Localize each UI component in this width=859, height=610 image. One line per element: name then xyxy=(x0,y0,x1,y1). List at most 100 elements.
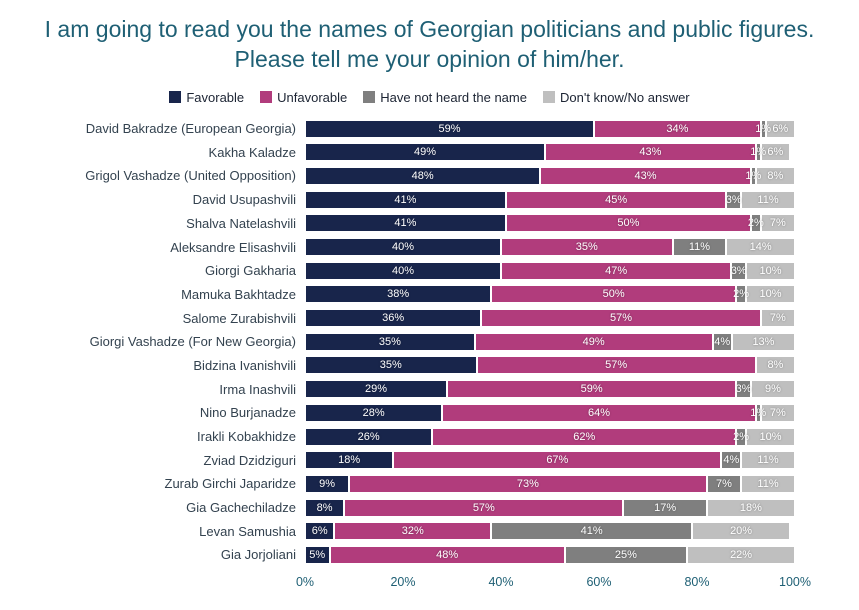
category-label: Zviad Dzidziguri xyxy=(203,452,296,468)
bar-segment-have-not-heard: 4% xyxy=(721,451,742,470)
bar-segment-dont-know: 7% xyxy=(760,403,795,422)
legend-label-favorable: Favorable xyxy=(186,89,245,105)
bar-area: 18% 67% 4% 11% xyxy=(305,451,795,470)
bar-value-label: 8% xyxy=(767,359,784,372)
bar-segment-unfavorable: 35% xyxy=(501,238,673,256)
bar-area: 48% 43% 1% 8% xyxy=(305,166,795,185)
bar-value-label: 40% xyxy=(391,241,415,253)
chart-row: Aleksandre Elisashvili 40% 35% 11% 14% xyxy=(8,235,795,259)
bar-segment-dont-know: 7% xyxy=(760,309,795,328)
bar-value-label: 41% xyxy=(580,525,603,538)
bar-segment-have-not-heard: 4% xyxy=(712,332,732,351)
legend-item-have-not-heard: Have not heard the name xyxy=(363,90,527,105)
bar-value-label: 4% xyxy=(714,335,731,348)
bar-segment-have-not-heard: 1% xyxy=(745,166,761,185)
bar-segment-dont-know: 22% xyxy=(687,545,795,564)
bar-value-label: 36% xyxy=(382,312,405,325)
bar-value-label: 25% xyxy=(614,548,637,561)
bar-segment-dont-know: 14% xyxy=(726,238,795,256)
bar-segment-unfavorable: 67% xyxy=(393,451,722,470)
bar-segment-favorable: 41% xyxy=(305,190,506,209)
bar-segment-have-not-heard: 25% xyxy=(564,545,688,564)
chart-row: Bidzina Ivanishvili 35% 57% 8% xyxy=(8,354,795,378)
bar-segment-unfavorable: 49% xyxy=(474,332,713,351)
bar-value-label: 11% xyxy=(688,241,711,253)
bar-value-label: 41% xyxy=(394,217,417,230)
bar-value-label: 18% xyxy=(338,454,361,467)
category-label: Giorgi Gakharia xyxy=(204,263,296,279)
bar-area: 35% 57% 8% xyxy=(305,356,795,375)
bar-value-label: 57% xyxy=(472,501,495,514)
bar-value-label: 18% xyxy=(739,501,762,514)
category-label: Irakli Kobakhidze xyxy=(197,429,296,444)
bar-segment-dont-know: 10% xyxy=(745,261,795,280)
category-label: Shalva Natelashvili xyxy=(186,215,296,231)
bar-value-label: 3% xyxy=(730,264,747,277)
bar-segment-unfavorable: 32% xyxy=(334,522,492,541)
bar-segment-have-not-heard: 2% xyxy=(748,214,764,233)
bar-value-label: 3% xyxy=(735,383,752,396)
chart-title: I am going to read you the names of Geor… xyxy=(44,16,815,73)
category-label: Giorgi Vashadze (For New Georgia) xyxy=(89,334,296,350)
x-axis-tick: 0% xyxy=(295,574,315,589)
bar-segment-have-not-heard: 41% xyxy=(491,522,693,541)
legend-item-favorable: Favorable xyxy=(169,90,244,105)
chart-row: Nino Burjanadze 28% 64% 1% 7% xyxy=(8,401,795,425)
bar-value-label: 45% xyxy=(605,193,628,206)
bar-segment-unfavorable: 50% xyxy=(491,285,737,304)
bar-segment-dont-know: 11% xyxy=(741,474,795,493)
category-label: David Bakradze (European Georgia) xyxy=(85,121,296,137)
bar-segment-dont-know: 10% xyxy=(745,427,795,446)
legend-swatch-have-not-heard xyxy=(363,91,376,104)
bar-segment-dont-know: 10% xyxy=(745,285,795,304)
bar-value-label: 1% xyxy=(750,406,767,419)
bar-segment-unfavorable: 47% xyxy=(501,261,732,280)
x-axis-tick: 40% xyxy=(488,574,514,589)
bar-area: 38% 50% 2% 10% xyxy=(305,285,795,304)
x-axis-tick: 80% xyxy=(684,574,710,589)
bar-value-label: 6% xyxy=(772,122,789,135)
bar-value-label: 11% xyxy=(757,454,779,467)
bar-segment-unfavorable: 64% xyxy=(442,403,756,422)
bar-area: 40% 35% 11% 14% xyxy=(305,238,795,256)
x-axis-tick: 60% xyxy=(586,574,612,589)
x-axis-tick: 100% xyxy=(779,574,811,589)
bar-value-label: 22% xyxy=(730,548,753,561)
bar-value-label: 11% xyxy=(757,477,779,490)
bar-segment-unfavorable: 34% xyxy=(594,119,761,138)
category-label: David Usupashvili xyxy=(192,192,296,208)
bar-value-label: 7% xyxy=(769,406,786,419)
bar-value-label: 2% xyxy=(733,430,750,443)
category-label: Aleksandre Elisashvili xyxy=(170,239,296,255)
category-label: Gia Jorjoliani xyxy=(220,547,296,563)
bar-segment-favorable: 9% xyxy=(305,474,350,493)
bar-segment-have-not-heard: 3% xyxy=(735,380,752,399)
bar-segment-favorable: 8% xyxy=(305,498,345,517)
legend-swatch-dont-know xyxy=(542,91,555,104)
bar-value-label: 7% xyxy=(769,312,786,325)
x-axis: 0% 20% 40% 60% 80% 100% xyxy=(296,570,811,596)
bar-value-label: 59% xyxy=(580,383,603,396)
bar-area: 29% 59% 3% 9% xyxy=(305,380,795,399)
bar-value-label: 9% xyxy=(764,383,781,396)
chart-legend: Favorable Unfavorable Have not heard the… xyxy=(0,90,859,105)
bar-value-label: 8% xyxy=(316,501,333,514)
bar-segment-unfavorable: 59% xyxy=(447,380,737,399)
x-axis-tick: 20% xyxy=(390,574,416,589)
bar-segment-unfavorable: 57% xyxy=(476,356,756,375)
bar-segment-have-not-heard: 3% xyxy=(726,190,742,209)
bar-value-label: 50% xyxy=(617,217,640,230)
chart-row: David Bakradze (European Georgia) 59% 34% 1… xyxy=(8,117,795,141)
category-label: Bidzina Ivanishvili xyxy=(193,357,296,373)
chart-row: Giorgi Vashadze (For New Georgia) 35% 49% 4… xyxy=(8,330,795,354)
bar-segment-unfavorable: 62% xyxy=(432,427,737,446)
category-label: Kakha Kaladze xyxy=(208,144,296,160)
legend-swatch-favorable xyxy=(169,91,182,104)
chart-row: Zurab Girchi Japaridze 9% 73% 7% 11% xyxy=(8,472,795,496)
bar-value-label: 59% xyxy=(438,122,461,135)
bar-area: 35% 49% 4% 13% xyxy=(305,332,795,351)
legend-label-dont-know: Don't know/No answer xyxy=(559,89,690,105)
bar-value-label: 1% xyxy=(755,122,772,135)
bar-segment-unfavorable: 48% xyxy=(329,545,565,564)
bar-value-label: 49% xyxy=(414,146,437,159)
